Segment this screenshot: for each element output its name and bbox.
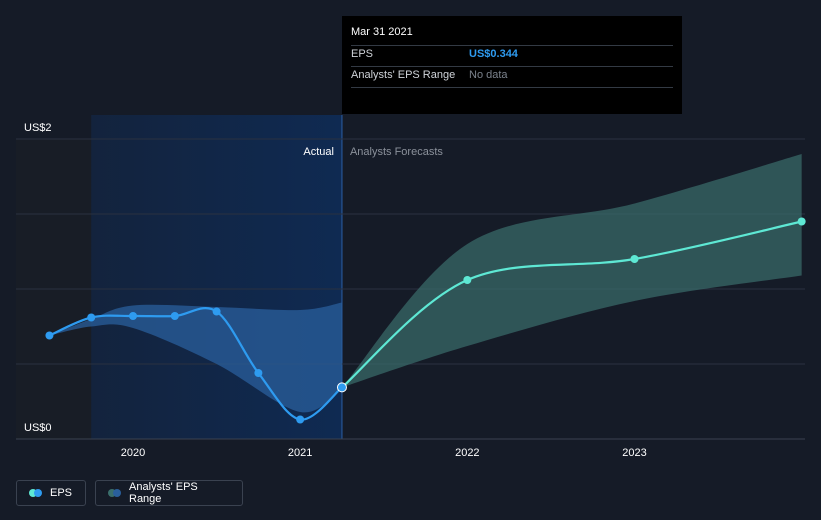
eps-actual-line bbox=[48, 306, 343, 421]
forecast-region-label: Analysts Forecasts bbox=[350, 146, 443, 158]
tooltip-eps-label: EPS bbox=[351, 48, 374, 60]
eps-point bbox=[463, 276, 472, 284]
eps-point bbox=[797, 217, 806, 226]
actual-region-label: Actual bbox=[303, 146, 334, 158]
legend-range-label: Analysts' EPS Range bbox=[129, 481, 198, 505]
eps-range-band bbox=[49, 302, 342, 413]
x-tick-label: 2023 bbox=[622, 447, 646, 459]
x-axis-ticks: 2020 2021 2022 2023 bbox=[121, 447, 647, 459]
tooltip-date: Mar 31 2021 bbox=[351, 25, 673, 46]
eps-point bbox=[296, 415, 305, 424]
range-bands bbox=[49, 154, 802, 413]
legend-item-range[interactable]: Analysts' EPS Range bbox=[95, 480, 243, 506]
tooltip-range-label: Analysts' EPS Range bbox=[351, 69, 456, 81]
y-axis-top-label: US$2 bbox=[24, 122, 52, 134]
hover-tooltip: Mar 31 2021 EPS US$0.344 Analysts' EPS R… bbox=[342, 16, 682, 114]
x-tick-label: 2022 bbox=[455, 447, 479, 459]
eps-range-band bbox=[341, 154, 802, 388]
legend-eps-label: EPS bbox=[50, 487, 73, 499]
eps-current-point bbox=[336, 382, 347, 393]
eps-point bbox=[129, 312, 138, 320]
range-legend-icon bbox=[108, 489, 121, 497]
chart-legend: EPS Analysts' EPS Range bbox=[16, 480, 243, 506]
y-axis-bottom-label: US$0 bbox=[24, 422, 52, 434]
eps-forecast-line bbox=[341, 220, 802, 389]
eps-lines bbox=[48, 220, 802, 421]
eps-legend-icon bbox=[29, 489, 42, 497]
eps-point bbox=[254, 369, 263, 377]
eps-point bbox=[170, 312, 179, 320]
x-tick-label: 2020 bbox=[121, 447, 145, 459]
eps-points bbox=[45, 217, 806, 424]
tooltip-eps-value: US$0.344 bbox=[469, 48, 518, 60]
legend-item-eps[interactable]: EPS bbox=[16, 480, 86, 506]
x-tick-label: 2021 bbox=[288, 447, 312, 459]
tooltip-row-eps: EPS US$0.344 bbox=[351, 46, 673, 67]
eps-point bbox=[630, 255, 639, 263]
eps-point bbox=[45, 331, 54, 340]
tooltip-row-range: Analysts' EPS Range No data bbox=[351, 67, 673, 88]
eps-point bbox=[212, 307, 221, 316]
tooltip-range-value: No data bbox=[469, 69, 508, 81]
eps-point bbox=[87, 313, 96, 322]
